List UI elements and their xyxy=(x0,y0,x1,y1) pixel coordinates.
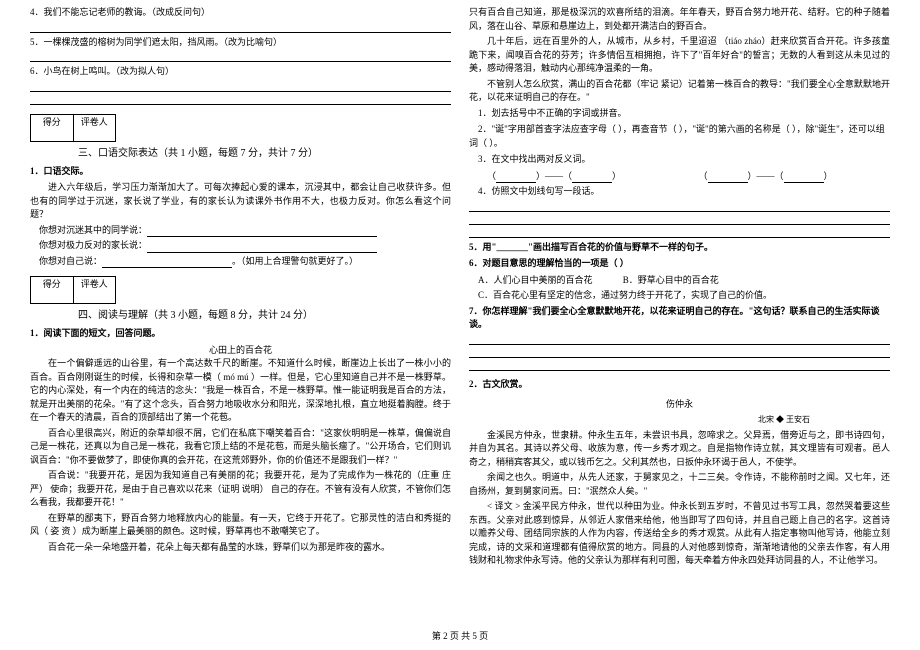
rq7-text: 7．你怎样理解"我们要全心全意默默地开花，以花来证明自己的存在。"这句话？联系自… xyxy=(469,306,880,330)
poem-title: 伤仲永 xyxy=(469,398,890,412)
read1-label: 1．阅读下面的短文，回答问题。 xyxy=(30,327,451,341)
q5-text: 5．一棵棵茂盛的榕树为同学们遮太阳，挡风雨。（改为比喻句） xyxy=(30,37,282,47)
section4-title: 四、阅读与理解（共 3 小题，每题 8 分，共计 24 分） xyxy=(78,308,451,323)
score-cell-a: 得分 xyxy=(31,277,74,303)
blank-pair-a: （）——（） xyxy=(487,170,679,184)
oral-c: 你想对自己说： xyxy=(39,256,102,266)
rq6-options: A．人们心目中美丽的百合花 B．野草心目中的百合花 xyxy=(469,274,890,288)
answer-rule xyxy=(469,348,890,358)
read1-passage-cont: 只有百合自己知道，那是极深沉的欢喜所结的泪滴。年年春天，野百合努力地开花、结籽。… xyxy=(469,6,890,107)
oral-hint: 。（如用上合理警句就更好了。） xyxy=(232,256,358,266)
score-box-sec3: 得分 评卷人 xyxy=(30,114,116,142)
blank-pair-b: （）——（） xyxy=(699,170,891,184)
q6-text: 6．小鸟在树上鸣叫。（改为拟人句） xyxy=(30,66,174,76)
answer-rule xyxy=(30,82,451,92)
q5: 5．一棵棵茂盛的榕树为同学们遮太阳，挡风雨。（改为比喻句） xyxy=(30,36,451,50)
read2-label: 2．古文欣赏。 xyxy=(469,378,890,392)
rq2: 2．"诞"字用部首查字法应查字母（ ），再查音节（ ），"诞"的第六画的名称是（… xyxy=(469,123,890,150)
q4-text: 4．我们不能忘记老师的教诲。（改成反问句） xyxy=(30,7,210,17)
oral-line-c: 你想对自己说： 。（如用上合理警句就更好了。） xyxy=(30,255,451,269)
oral-p1: 进入六年级后，学习压力渐渐加大了。可每次捧起心爱的课本，沉浸其中，都会让自己收获… xyxy=(30,181,451,222)
c3: < 译文 > 金溪平民方仲永，世代以种田为业。仲永长到五岁时，不曾见过书写工具，… xyxy=(469,500,890,568)
answer-rule xyxy=(30,95,451,105)
left-column: 4．我们不能忘记老师的教诲。（改成反问句） 5．一棵棵茂盛的榕树为同学们遮太阳，… xyxy=(30,6,451,620)
p6: 只有百合自己知道，那是极深沉的欢喜所结的泪滴。年年春天，野百合努力地开花、结籽。… xyxy=(469,6,890,33)
q6: 6．小鸟在树上鸣叫。（改为拟人句） xyxy=(30,65,451,79)
classical-passage: 金溪民方仲永，世隶耕。仲永生五年，未尝识书具，忽啼求之。父异焉，借旁近与之，即书… xyxy=(469,429,890,570)
rq1: 1．划去括号中不正确的字词或拼音。 xyxy=(469,107,890,121)
score-cell-b: 评卷人 xyxy=(74,277,116,303)
score-cell-a: 得分 xyxy=(31,115,74,141)
rq5-text: 5．用"_______"画出描写百合花的价值与野草不一样的句子。 xyxy=(469,242,713,252)
p1: 在一个偏僻遥远的山谷里，有一个高达数千尺的断崖。不知道什么时候，断崖边上长出了一… xyxy=(30,357,451,425)
c1: 金溪民方仲永，世隶耕。仲永生五年，未尝识书具，忽啼求之。父异焉，借旁近与之，即书… xyxy=(469,429,890,470)
p3: 百合说："我要开花，是因为我知道自己有美丽的花；我要开花，是为了完成作为一株花的… xyxy=(30,469,451,510)
score-cell-b: 评卷人 xyxy=(74,115,116,141)
page-container: 4．我们不能忘记老师的教诲。（改成反问句） 5．一棵棵茂盛的榕树为同学们遮太阳，… xyxy=(0,0,920,620)
oral-a: 你想对沉迷其中的同学说： xyxy=(39,225,147,235)
rq6c: C．百合花心里有坚定的信念，通过努力终于开花了，实现了自己的价值。 xyxy=(469,289,890,303)
rq5: 5．用"_______"画出描写百合花的价值与野草不一样的句子。 xyxy=(469,241,890,255)
page-footer: 第 2 页 共 5 页 xyxy=(0,629,920,642)
p2: 百合心里很高兴，附近的杂草却很不屑，它们在私底下嘲笑着百合："这家伙明明是一株草… xyxy=(30,427,451,468)
oral-line-a: 你想对沉迷其中的同学说： xyxy=(30,224,451,238)
blank xyxy=(102,267,232,268)
answer-rule xyxy=(469,361,890,371)
p4: 在野草的鄙夷下，野百合努力地释放内心的能量。有一天，它终于开花了。它那灵性的洁白… xyxy=(30,512,451,539)
answer-rule xyxy=(469,215,890,225)
rq7: 7．你怎样理解"我们要全心全意默默地开花，以花来证明自己的存在。"这句话？联系自… xyxy=(469,305,890,332)
blank xyxy=(147,252,377,253)
answer-rule xyxy=(469,228,890,238)
oral-line-b: 你想对极力反对的家长说： xyxy=(30,239,451,253)
score-box-sec4: 得分 评卷人 xyxy=(30,276,116,304)
p5: 百合花一朵一朵地盛开着，花朵上每天都有晶莹的水珠，野草们以为那是昨夜的露水。 xyxy=(30,541,451,555)
oral-passage: 进入六年级后，学习压力渐渐加大了。可每次捧起心爱的课本，沉浸其中，都会让自己收获… xyxy=(30,181,451,224)
rq6-text: 6．对题目意思的理解恰当的一项是（ ） xyxy=(469,258,629,268)
right-column: 只有百合自己知道，那是极深沉的欢喜所结的泪滴。年年春天，野百合努力地开花、结籽。… xyxy=(469,6,890,620)
c2: 余闻之也久。明道中，从先人还家，于舅家见之，十二三矣。令作诗，不能称前时之闻。又… xyxy=(469,471,890,498)
answer-rule xyxy=(469,202,890,212)
answer-rule xyxy=(30,23,451,33)
oral-label: 1．口语交际。 xyxy=(30,165,451,179)
rq4: 4．仿照文中划线句写一段话。 xyxy=(469,185,890,199)
rq3: 3．在文中找出两对反义词。 xyxy=(469,153,890,167)
q4: 4．我们不能忘记老师的教诲。（改成反问句） xyxy=(30,6,451,20)
rq6a: A．人们心目中美丽的百合花 xyxy=(478,275,593,285)
p7: 几十年后，远在百里外的人，从城市，从乡村，千里迢迢 （tiáo zháo）赶来欣… xyxy=(469,35,890,76)
read1-passage: 在一个偏僻遥远的山谷里，有一个高达数千尺的断崖。不知道什么时候，断崖边上长出了一… xyxy=(30,357,451,556)
oral-b: 你想对极力反对的家长说： xyxy=(39,240,147,250)
section3-title: 三、口语交际表达（共 1 小题，每题 7 分，共计 7 分） xyxy=(78,146,451,161)
poem-author: 北宋 ◆ 王安石 xyxy=(469,414,890,426)
rq6b: B．野草心目中的百合花 xyxy=(623,275,719,285)
blank xyxy=(147,236,377,237)
rq6: 6．对题目意思的理解恰当的一项是（ ） xyxy=(469,257,890,271)
answer-rule xyxy=(469,335,890,345)
answer-rule xyxy=(30,52,451,62)
rq3-blanks: （）——（） （）——（） xyxy=(469,170,890,184)
read1-title: 心田上的百合花 xyxy=(30,344,451,358)
p8: 不管别人怎么欣赏，满山的百合花都（牢记 紧记）记着第一株百合的教导："我们要全心… xyxy=(469,78,890,105)
